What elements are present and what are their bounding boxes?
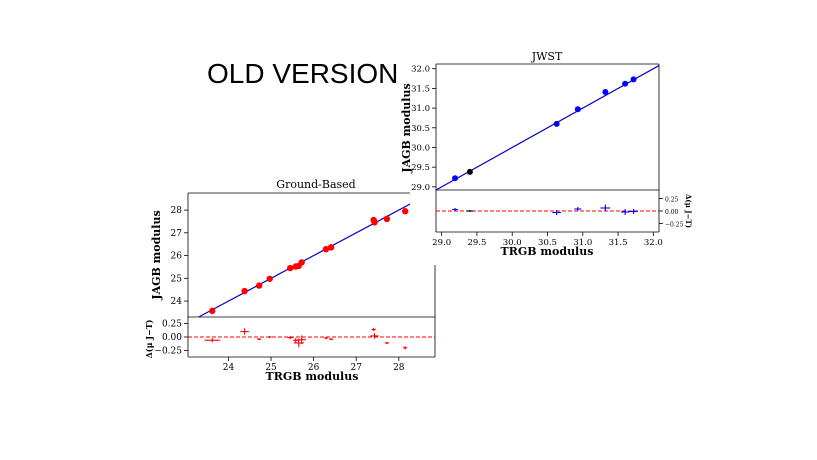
jwst-main-plot: 29.0 29.5 30.0 30.5 31.0 31.5 32.0 JAGB modulu… <box>400 64 660 193</box>
g-residual-point <box>371 327 376 332</box>
g-residual-point <box>324 337 328 340</box>
g-residual-point <box>268 335 272 339</box>
j-data-point <box>630 76 637 83</box>
g-main-ytick-label: 24 <box>171 297 183 307</box>
j-residual-point <box>574 207 582 211</box>
j-main-ytick-label: 29.5 <box>411 163 430 173</box>
j-residual-point <box>452 208 458 211</box>
ground-based-panel: Ground-Based 24 25 26 27 28 JAGB modulus 0.2… <box>144 178 436 383</box>
jwst-residual-y-ticks: 0.25 0.00 −0.25 <box>659 197 684 229</box>
ground-fit-line <box>198 192 432 318</box>
ground-main-y-ticks: 24 25 26 27 28 <box>171 206 188 307</box>
jwst-residual-plot: 0.25 0.00 −0.25 29.0 29.5 30.0 30.5 31.0 31.5 32… <box>432 190 693 258</box>
ground-panel-title: Ground-Based <box>276 178 355 191</box>
g-data-point <box>322 245 330 253</box>
g-residual-point <box>370 333 379 339</box>
g-residual-point <box>240 328 249 335</box>
g-data-point <box>255 282 263 289</box>
ground-x-ticks: 24 25 26 27 28 <box>223 357 405 373</box>
g-data-point <box>298 259 305 266</box>
g-main-ytick-label: 27 <box>171 229 183 239</box>
g-main-ytick-label: 26 <box>171 252 183 262</box>
j-res-ytick-label: 0.00 <box>665 209 679 216</box>
g-res-ytick-label: 0.00 <box>162 333 182 343</box>
j-main-ytick-label: 29.0 <box>411 183 430 193</box>
g-residual-point <box>328 338 334 341</box>
g-residual-point <box>204 338 220 343</box>
g-xtick-label: 27 <box>350 363 362 373</box>
j-xtick-label: 29.0 <box>432 238 451 248</box>
g-residual-point <box>403 346 408 350</box>
old-version-label: OLD VERSION <box>207 58 398 89</box>
j-residual-point <box>466 210 474 212</box>
g-res-ytick-label: 0.25 <box>162 319 182 329</box>
g-res-ytick-label: −0.25 <box>154 347 182 357</box>
j-xtick-label: 31.0 <box>573 238 592 248</box>
j-res-ytick-label: 0.25 <box>665 197 679 204</box>
j-xtick-label: 30.0 <box>503 238 522 248</box>
g-residual-point <box>287 335 294 340</box>
g-main-ytick-label: 28 <box>171 206 183 216</box>
g-data-point <box>401 208 409 215</box>
g-xtick-label: 26 <box>308 363 320 373</box>
j-xtick-label: 29.5 <box>467 238 486 248</box>
j-main-ytick-label: 31.0 <box>411 104 430 114</box>
g-residual-point <box>256 338 262 341</box>
jwst-y-axis-label: JAGB modulus <box>400 83 413 173</box>
j-residual-point <box>552 210 561 215</box>
j-data-point <box>452 175 459 182</box>
j-xtick-label: 31.5 <box>609 238 628 248</box>
j-residual-point <box>600 204 611 212</box>
j-data-point <box>553 120 560 127</box>
g-data-point <box>209 307 216 315</box>
jwst-residual-points <box>452 204 638 215</box>
jwst-x-axis-label: TRGB modulus <box>501 245 594 258</box>
g-xtick-label: 28 <box>393 363 405 373</box>
g-xtick-label: 24 <box>223 363 235 373</box>
g-data-point <box>241 287 248 295</box>
jwst-panel-title: JWST <box>531 50 563 63</box>
g-data-point <box>266 275 273 282</box>
g-residual-point <box>297 335 306 345</box>
g-data-point <box>287 264 294 272</box>
j-res-ytick-label: −0.25 <box>665 222 684 229</box>
jwst-main-y-ticks: 29.0 29.5 30.0 30.5 31.0 31.5 32.0 <box>411 65 436 193</box>
j-main-ytick-label: 31.5 <box>411 84 430 94</box>
ground-y-axis-label: JAGB modulus <box>150 210 163 300</box>
ground-residual-y-label: Δ(μ J−T) <box>144 319 154 358</box>
j-xtick-label: 30.5 <box>538 238 557 248</box>
j-main-ytick-label: 32.0 <box>411 65 430 75</box>
g-residual-point <box>384 341 390 345</box>
ground-data-points <box>209 208 409 315</box>
jwst-data-points <box>452 76 637 182</box>
ground-residual-y-ticks: 0.25 0.00 −0.25 <box>154 319 188 357</box>
j-data-point <box>602 88 609 95</box>
jwst-x-ticks: 29.0 29.5 30.0 30.5 31.0 31.5 32.0 <box>432 232 663 248</box>
j-data-point <box>574 106 581 113</box>
ground-residual-points <box>204 327 408 350</box>
j-data-point <box>622 80 629 87</box>
j-data-point <box>466 168 473 175</box>
ground-main-plot: 24 25 26 27 28 JAGB modulus <box>150 192 436 318</box>
g-xtick-label: 25 <box>265 363 277 373</box>
j-main-ytick-label: 30.5 <box>411 124 430 134</box>
g-data-point <box>383 215 391 223</box>
g-data-point <box>327 244 335 251</box>
jwst-residual-y-label: Δ(μ J−T) <box>684 194 693 228</box>
jwst-panel: JWST 29.0 29.5 30.0 30.5 31.0 31.5 32.0 JAGB m… <box>400 50 693 265</box>
j-residual-point <box>620 209 630 215</box>
ground-residual-plot: 0.25 0.00 −0.25 24 25 26 27 28 Δ(μ J−T) TRGB m… <box>144 317 436 383</box>
j-xtick-label: 32.0 <box>644 238 663 248</box>
g-main-ytick-label: 25 <box>171 274 183 284</box>
j-residual-point <box>629 209 638 214</box>
g-data-point <box>371 219 378 226</box>
jwst-fit-line <box>435 65 660 191</box>
j-main-ytick-label: 30.0 <box>411 143 430 153</box>
ground-x-axis-label: TRGB modulus <box>266 370 359 383</box>
